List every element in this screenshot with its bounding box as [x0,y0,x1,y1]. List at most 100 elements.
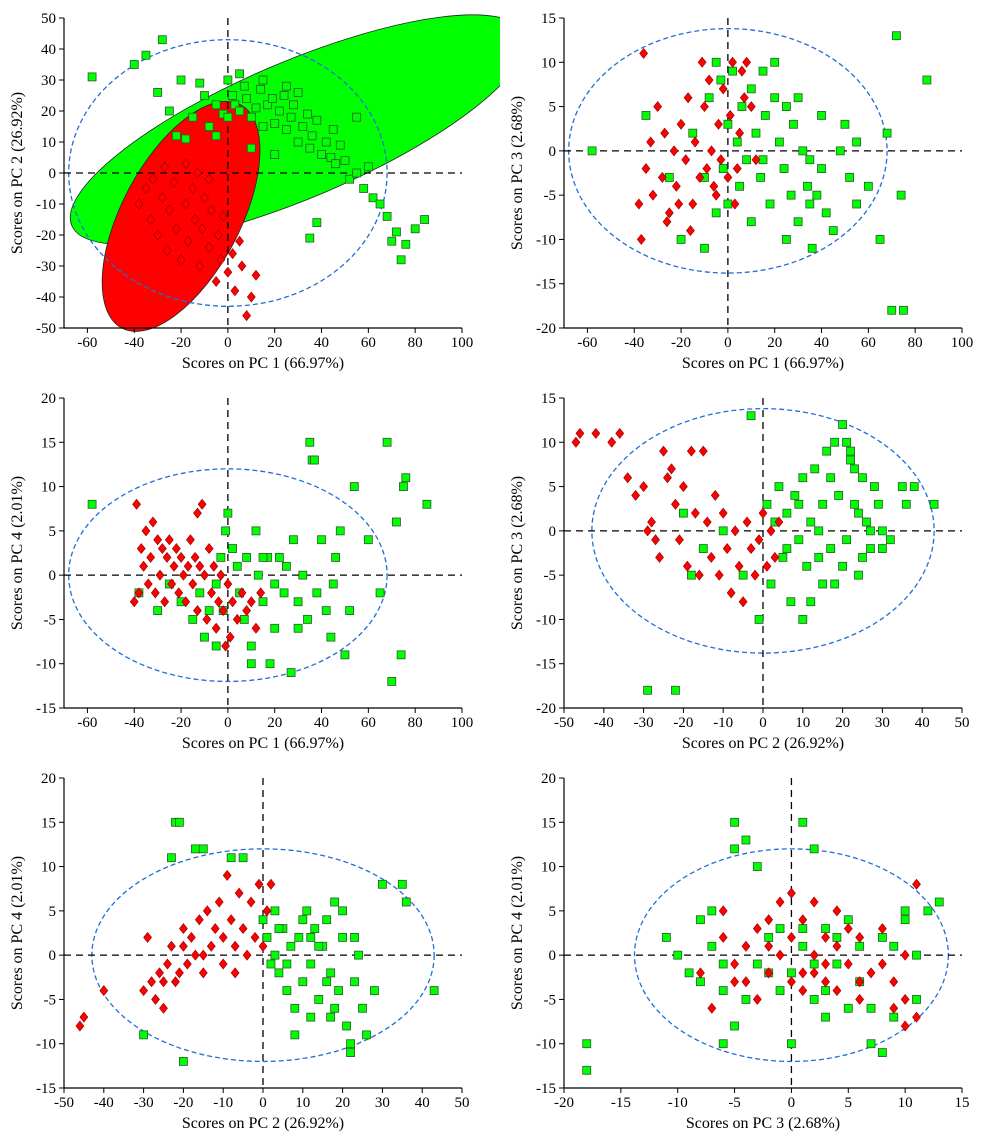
data-point-diamond [216,254,226,266]
data-point-diamond [787,887,796,899]
data-point-square [330,1003,340,1013]
y-tick-label: 5 [49,904,57,920]
data-point-diamond [179,923,188,935]
data-point-square [587,146,597,156]
x-tick-label: 20 [835,715,850,731]
data-point-diamond [798,967,808,979]
data-point-square [429,986,439,995]
data-point-diamond [674,198,684,210]
x-tick-label: -50 [554,715,574,731]
data-point-square [790,491,800,500]
data-point-square [223,75,233,85]
scatter-plot: -50 -40 -30 -20 -10 0 10 20 30 40 50-20-15-10-5051… [509,391,970,752]
data-point-square [746,217,756,227]
data-point-square [195,588,205,598]
data-point-diamond [669,145,679,157]
data-point-square [786,190,796,200]
x-tick-label: -40 [124,335,144,351]
x-tick-label: 20 [267,715,282,731]
data-point-diamond [251,269,261,281]
data-point-square [326,153,336,162]
data-point-square [818,579,828,589]
x-tick-label: 40 [314,715,329,731]
data-point-square [822,446,832,456]
data-point-diamond [186,931,196,943]
data-point-diamond [193,605,202,617]
data-point-square [321,137,331,147]
data-point-square [410,224,420,234]
data-point-square [359,184,369,193]
data-point-diamond [214,896,224,908]
data-point-square [877,526,887,536]
data-point-square [798,473,808,483]
data-point-square [190,844,200,854]
data-point-square [711,57,721,67]
data-point-square [265,659,275,669]
data-point-diamond [697,56,707,68]
data-point-square [728,66,737,76]
data-point-square [684,968,694,978]
x-tick-label: 15 [955,1095,970,1111]
data-point-square [258,915,268,925]
y-tick-label: -10 [536,232,556,248]
x-tick-label: 60 [361,715,376,731]
data-point-diamond [741,940,751,952]
data-point-square [793,93,803,103]
x-tick-label: 10 [295,1095,310,1111]
data-point-square [887,305,897,315]
data-point-diamond [169,560,179,572]
data-point-diamond [694,569,704,581]
data-point-square [718,526,728,536]
data-point-square [688,128,698,138]
data-point-square [305,233,315,243]
data-point-diamond [750,569,760,581]
data-point-square [807,243,817,253]
data-point-square [892,31,901,41]
data-point-square [821,208,831,218]
data-point-square [854,570,863,580]
data-point-diamond [878,958,887,970]
y-tick-label: -10 [536,1037,556,1053]
data-point-square [782,102,791,111]
data-point-square [345,606,355,615]
x-tick-label: 20 [267,335,282,351]
data-point-square [246,641,256,651]
data-point-diamond [690,507,700,519]
data-point-diamond [186,534,195,546]
data-point-diamond [671,498,680,510]
data-point-square [282,986,292,995]
data-point-square [298,122,308,131]
x-tick-label: -40 [624,335,644,351]
x-tick-label: -40 [594,715,614,731]
x-tick-label: 10 [898,1095,913,1111]
y-tick-label: 30 [41,73,56,89]
data-point-diamond [230,285,240,297]
data-point-square [263,100,273,110]
data-point-diamond [758,507,768,519]
data-point-square [643,685,652,695]
data-point-square [711,208,721,218]
data-point-square [363,162,373,172]
data-point-square [401,239,411,249]
data-point-diamond [250,931,260,943]
y-tick-label: 5 [549,480,557,496]
data-point-square [798,146,808,156]
data-point-square [698,544,708,553]
data-point-diamond [216,569,226,581]
data-point-square [397,879,407,889]
data-point-square [368,193,378,203]
data-point-square [582,1065,592,1075]
data-point-square [289,100,298,110]
data-point-diamond [751,154,761,166]
y-tick-label: 0 [49,948,57,964]
data-point-diamond [686,225,695,237]
data-point-diamond [730,198,740,210]
data-point-diamond [246,291,256,303]
x-tick-label: -20 [673,715,693,731]
data-point-diamond [707,1002,717,1014]
data-point-diamond [739,92,749,104]
data-point-square [741,995,751,1004]
data-point-square [707,906,717,916]
data-point-square [258,597,268,607]
data-point-square [153,606,163,615]
